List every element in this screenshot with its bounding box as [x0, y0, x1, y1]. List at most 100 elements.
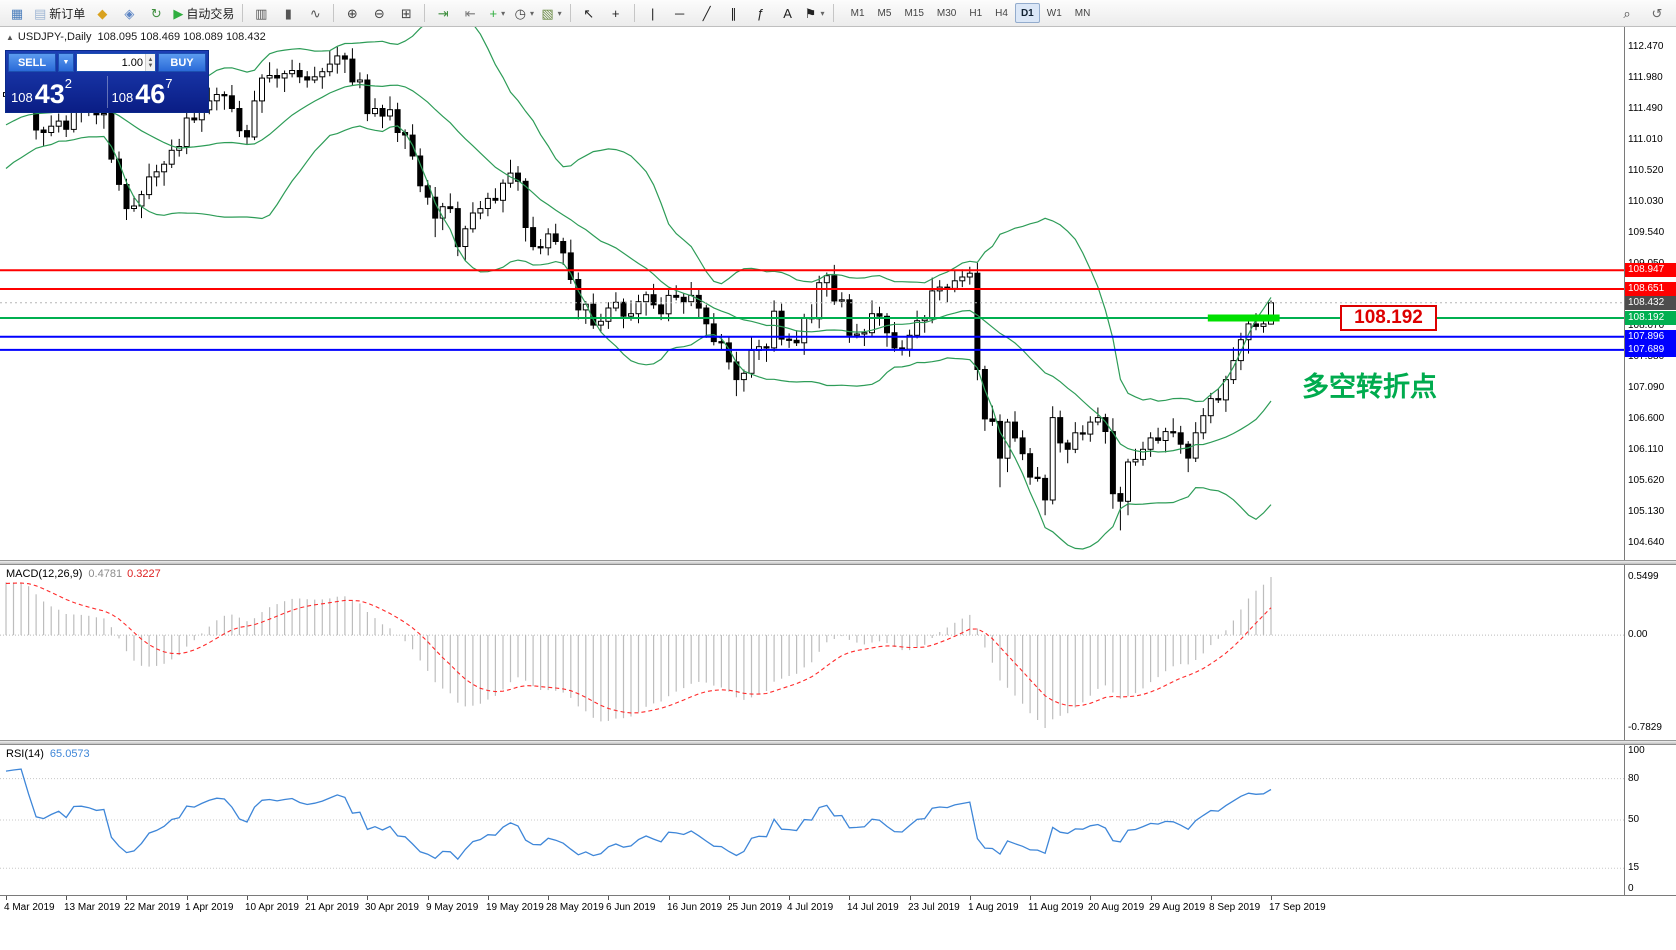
community-icon[interactable]: ↺ — [1644, 2, 1670, 24]
timeframe-h1-button[interactable]: H1 — [969, 7, 983, 19]
rsi-panel[interactable]: RSI(14) 65.0573 — [0, 745, 1624, 895]
price-axis-label: 111.490 — [1628, 103, 1663, 114]
refresh-icon[interactable]: ↻ — [143, 2, 169, 24]
rsi-label: RSI(14) — [6, 748, 44, 760]
dropdown-caret-icon[interactable]: ▾ — [820, 8, 825, 18]
bid-price[interactable]: 108 43 2 — [8, 74, 106, 110]
arrows-icon: ⚑ — [804, 5, 817, 21]
rsi-value: 65.0573 — [49, 748, 90, 760]
timeframe-h4-button[interactable]: H4 — [995, 7, 1008, 19]
timeframe-m5-button[interactable]: M5 — [877, 7, 892, 19]
timeframe-m30-button[interactable]: M30 — [936, 7, 957, 19]
search-icon: ⌕ — [1623, 5, 1631, 21]
dropdown-caret-icon[interactable]: ▾ — [529, 8, 534, 18]
zoom-out-button[interactable]: ⊖ — [366, 2, 392, 24]
timeframe-w1-button[interactable]: W1 — [1046, 7, 1062, 19]
buy-button[interactable]: BUY — [158, 53, 206, 72]
fibonacci-button[interactable]: ƒ — [748, 2, 774, 24]
search-icon[interactable]: ⌕ — [1614, 2, 1640, 24]
time-tick — [428, 896, 429, 900]
time-tick — [1090, 896, 1091, 900]
horizontal-line-button[interactable]: ─ — [667, 2, 693, 24]
toolbar-separator — [424, 4, 426, 22]
toolbar-separator — [242, 4, 244, 22]
trendline-button[interactable]: ╱ — [694, 2, 720, 24]
panel-splitter-2[interactable] — [0, 740, 1676, 745]
dropdown-caret-icon[interactable]: ▾ — [501, 8, 506, 18]
chart-shift-icon: ⇤ — [464, 5, 476, 21]
price-axis[interactable]: 112.470 111.980 111.490 111.010 110.520 110.0… — [1624, 27, 1676, 560]
new-order-button-label: 新订单 — [49, 6, 86, 21]
rsi-axis-label: 80 — [1628, 773, 1640, 784]
zoom-in-button[interactable]: ⊕ — [339, 2, 365, 24]
macd-axis[interactable]: 0.5499 0.00 -0.7829 — [1624, 565, 1676, 740]
new-chart-icon: ▦ — [10, 5, 24, 21]
time-tick — [1271, 896, 1272, 900]
auto-scroll-button[interactable]: ⇥ — [430, 2, 456, 24]
auto-scroll-icon: ⇥ — [437, 5, 449, 21]
price-axis-label: 105.130 — [1628, 506, 1665, 517]
time-tick — [970, 896, 971, 900]
templates-button[interactable]: ▧ ▾ — [538, 2, 564, 24]
text-button[interactable]: A — [775, 2, 801, 24]
time-tick — [187, 896, 188, 900]
timeframe-mn-button[interactable]: MN — [1074, 7, 1091, 19]
bid-prefix: 108 — [11, 90, 33, 105]
toolbar: ▦ ▤ 新订单 ◆ ◈ ↻ ▶ 自动交易 ▥ ▮ ∿ ⊕ ⊖ ⊞ ⇥ ⇤ + ▾ ◷ ▾ ▧ ▾ ↖ + | ─ ╱ ∥ ƒ A ⚑ ▾ M1… — [0, 0, 1676, 27]
chart-candles-button[interactable]: ▮ — [275, 2, 301, 24]
volume-spinner[interactable]: ▲ ▼ — [144, 54, 155, 71]
one-click-collapse-icon[interactable]: ▲ — [6, 33, 14, 42]
volume-preset-dropdown[interactable]: ▼ — [58, 53, 74, 72]
volume-input[interactable] — [77, 54, 145, 71]
periods-button[interactable]: ◷ ▾ — [511, 2, 537, 24]
templates-icon: ▧ — [541, 5, 554, 21]
chart-bars-icon: ▥ — [255, 5, 268, 21]
rsi-axis-label: 100 — [1628, 745, 1645, 756]
time-axis-label: 6 Jun 2019 — [606, 902, 656, 913]
sell-button[interactable]: SELL — [8, 53, 56, 72]
time-axis-label: 28 May 2019 — [546, 902, 604, 913]
crosshair-button[interactable]: + — [603, 2, 629, 24]
rsi-title: RSI(14) 65.0573 — [6, 748, 90, 760]
autotrading-button[interactable]: ▶ 自动交易 — [170, 2, 237, 24]
channel-icon: ∥ — [730, 5, 737, 21]
tile-windows-button[interactable]: ⊞ — [393, 2, 419, 24]
rsi-axis-label: 15 — [1628, 862, 1640, 873]
cursor-button[interactable]: ↖ — [576, 2, 602, 24]
current-price-tag: 108.432 — [1625, 296, 1676, 310]
main-chart-panel[interactable]: ▲ USDJPY-,Daily 108.095 108.469 108.089 10… — [0, 27, 1624, 560]
one-click-order-row: SELL ▼ ▲ ▼ BUY — [8, 53, 206, 72]
macd-chart[interactable] — [0, 565, 1624, 740]
time-axis-label: 8 Sep 2019 — [1209, 902, 1261, 913]
price-tag: 108.192 — [1625, 311, 1676, 325]
layouts-icon[interactable]: ◆ — [89, 2, 115, 24]
time-axis-label: 21 Apr 2019 — [305, 902, 359, 913]
chart-line-button[interactable]: ∿ — [302, 2, 328, 24]
timeframe-m1-button[interactable]: M1 — [850, 7, 865, 19]
rsi-chart[interactable] — [0, 745, 1624, 895]
timeframe-bar: M1 M5 M15 M30 H1 H4 D1 W1 MN — [845, 3, 1097, 23]
quote-divider — [106, 76, 108, 108]
chart-bars-button[interactable]: ▥ — [248, 2, 274, 24]
profiles-icon[interactable]: ◈ — [116, 2, 142, 24]
new-order-button[interactable]: ▤ 新订单 — [31, 2, 88, 24]
timeframe-m15-button[interactable]: M15 — [904, 7, 924, 19]
macd-panel[interactable]: MACD(12,26,9) 0.4781 0.3227 — [0, 565, 1624, 740]
vertical-line-button[interactable]: | — [640, 2, 666, 24]
indicators-button[interactable]: + ▾ — [484, 2, 510, 24]
dropdown-caret-icon[interactable]: ▾ — [557, 8, 562, 18]
arrows-button[interactable]: ⚑ ▾ — [802, 2, 828, 24]
ask-price[interactable]: 108 46 7 — [109, 74, 207, 110]
new-chart-button[interactable]: ▦ — [4, 2, 30, 24]
channel-button[interactable]: ∥ — [721, 2, 747, 24]
chart-shift-button[interactable]: ⇤ — [457, 2, 483, 24]
volume-up-icon[interactable]: ▲ — [147, 56, 154, 63]
candlestick-chart[interactable] — [0, 27, 1624, 560]
time-axis-label: 17 Sep 2019 — [1269, 902, 1326, 913]
timeframe-d1-button[interactable]: D1 — [1014, 3, 1040, 23]
rsi-axis[interactable]: 100 80 50 15 0 — [1624, 745, 1676, 895]
time-tick — [6, 896, 7, 900]
panel-splitter-1[interactable] — [0, 560, 1676, 565]
time-axis[interactable]: 4 Mar 2019 13 Mar 2019 22 Mar 2019 1 Apr 20… — [0, 895, 1676, 918]
volume-down-icon[interactable]: ▼ — [147, 62, 154, 69]
